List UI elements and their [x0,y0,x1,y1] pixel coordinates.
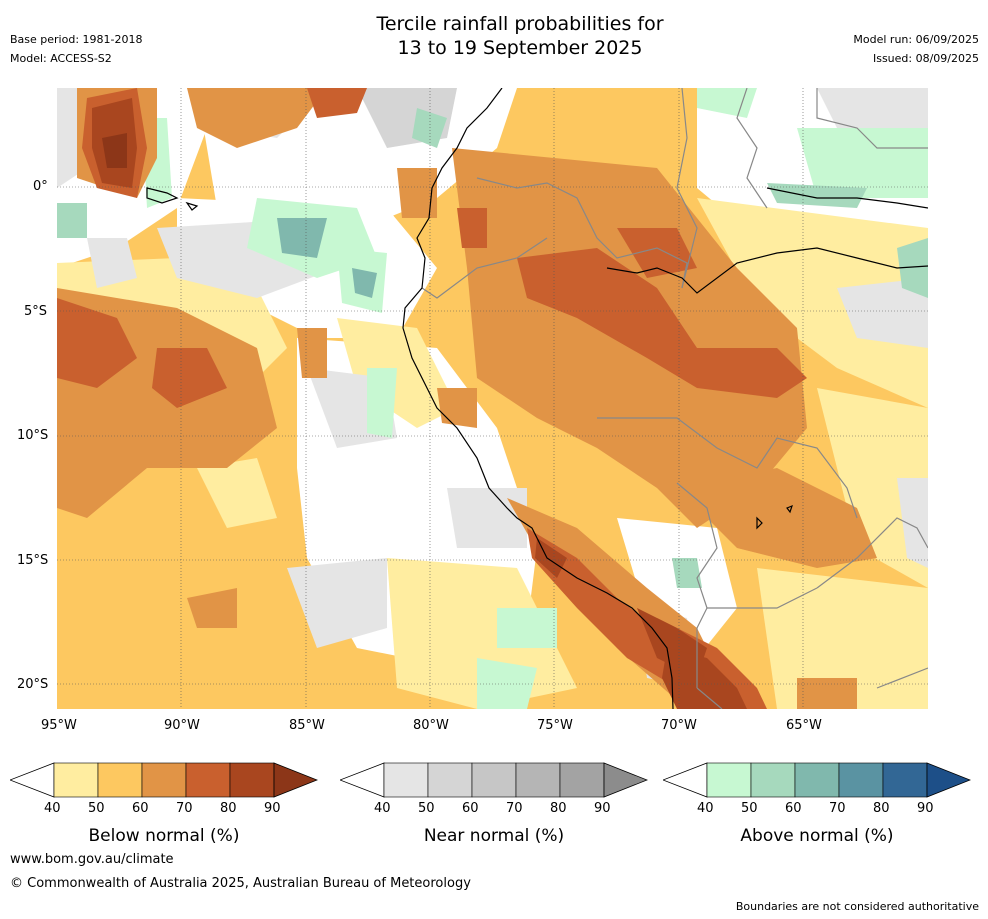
copyright-text: © Commonwealth of Australia 2025, Austra… [10,876,471,891]
near-normal-title: Near normal (%) [423,826,565,846]
near-tick-60: 60 [462,801,479,816]
below-tick-80: 80 [220,801,237,816]
above-tick-50: 50 [741,801,758,816]
national-boundaries [421,88,928,709]
lon-label-85w: 85°W [289,718,325,733]
model-run-text: Model run: 06/09/2025 [853,33,979,46]
below-normal-title: Below normal (%) [88,826,240,846]
above-tick-80: 80 [873,801,890,816]
near-tick-70: 70 [506,801,523,816]
lon-label-75w: 75°W [537,718,573,733]
lat-label-10s: 10°S [17,428,49,443]
colorbar-near-normal: 40 50 60 70 80 90 Near normal (%) [338,762,649,852]
colorbar-above-swatches [661,762,972,798]
above-tick-90: 90 [917,801,934,816]
above-tick-70: 70 [829,801,846,816]
map-title: Tercile rainfall probabilities for 13 to… [0,12,988,60]
above-normal-title: Above normal (%) [740,826,894,846]
below-tick-90: 90 [264,801,281,816]
lon-label-95w: 95°W [41,718,77,733]
below-tick-70: 70 [176,801,193,816]
colorbar-above-normal: 40 50 60 70 80 90 Above normal (%) [661,762,972,852]
above-tick-60: 60 [785,801,802,816]
lat-label-20s: 20°S [17,677,49,692]
model-text: Model: ACCESS-S2 [10,52,112,65]
above-tick-40: 40 [697,801,714,816]
lon-label-90w: 90°W [164,718,200,733]
colorbar-near-swatches [338,762,649,798]
lon-label-65w: 65°W [786,718,822,733]
map-gridlines [57,88,928,709]
rainfall-probability-map [57,88,928,709]
title-line-1: Tercile rainfall probabilities for [376,13,664,35]
lat-label-15s: 15°S [17,553,49,568]
near-tick-40: 40 [374,801,391,816]
below-tick-40: 40 [44,801,61,816]
colorbar-below-swatches [8,762,319,798]
website-link[interactable]: www.bom.gov.au/climate [10,852,174,867]
issued-text: Issued: 08/09/2025 [872,52,979,65]
below-tick-60: 60 [132,801,149,816]
coastline [146,88,928,709]
below-tick-50: 50 [88,801,105,816]
lat-label-5s: 5°S [24,304,48,319]
title-line-2: 13 to 19 September 2025 [397,37,643,59]
near-tick-80: 80 [550,801,567,816]
map-canvas [57,88,928,709]
lat-label-0: 0° [33,179,48,194]
lon-label-80w: 80°W [413,718,449,733]
base-period-text: Base period: 1981-2018 [10,33,143,46]
disclaimer-text: Boundaries are not considered authoritat… [735,900,979,913]
near-tick-50: 50 [418,801,435,816]
colorbar-below-normal: 40 50 60 70 80 90 Below normal (%) [8,762,319,852]
lon-label-70w: 70°W [661,718,697,733]
near-tick-90: 90 [594,801,611,816]
